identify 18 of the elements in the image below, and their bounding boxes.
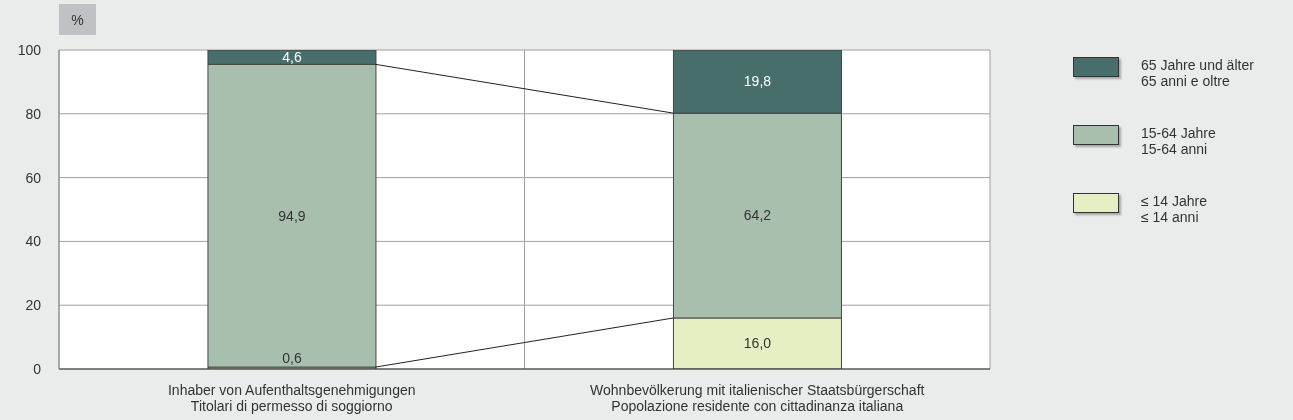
- y-tick-label: 80: [25, 105, 42, 122]
- y-tick-label: 40: [25, 233, 42, 250]
- data-label: 64,2: [743, 207, 772, 224]
- x-tick-label: Wohnbevölkerung mit italienischer Staatsbürgerschaft Popolazione residente con cittadinanza italiana: [590, 382, 925, 414]
- legend-label: 15-64 Jahre 15-64 anni: [1141, 125, 1216, 157]
- y-tick-label: 60: [25, 169, 42, 186]
- y-tick-label: 0: [33, 360, 42, 377]
- x-tick-label: Inhaber von Aufenthaltsgenehmigungen Titolari di permesso di soggiorno: [167, 382, 416, 414]
- data-label: 19,8: [743, 73, 772, 90]
- data-label: 0,6: [282, 349, 302, 366]
- legend-label: ≤ 14 Jahre ≤ 14 anni: [1141, 193, 1208, 225]
- y-tick-label: 100: [17, 41, 42, 58]
- legend-label: 65 Jahre und älter 65 anni e oltre: [1141, 57, 1254, 89]
- data-label: 16,0: [743, 335, 772, 352]
- y-axis-title: %: [59, 4, 96, 35]
- data-label: 94,9: [278, 207, 306, 224]
- data-label: 4,6: [282, 49, 302, 66]
- y-tick-label: 20: [25, 297, 42, 314]
